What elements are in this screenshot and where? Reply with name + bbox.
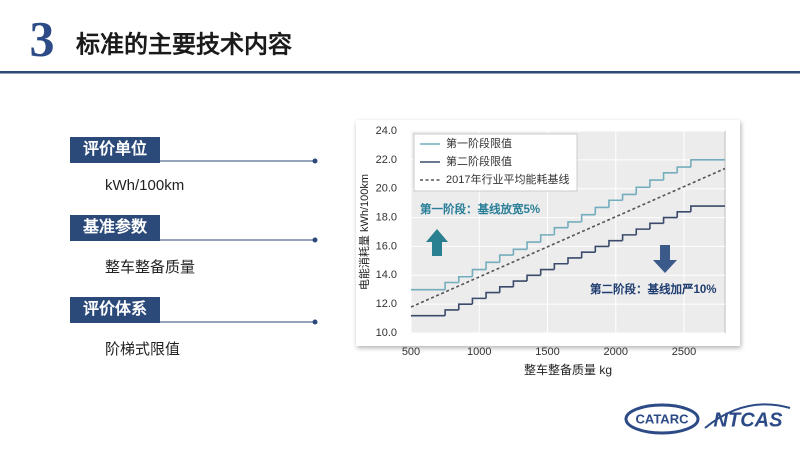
logo-ring [624, 403, 700, 435]
step-segment [676, 166, 691, 173]
step-segment [444, 309, 459, 316]
chart: 10.0 12.0 14.0 16.0 18.0 20.0 22.0 24.0 500 1000 1… [357, 125, 726, 377]
step-segment [553, 226, 568, 235]
annotation: 第一阶段：基线放宽5% [420, 202, 540, 216]
section-text: 阶梯式限值 [105, 341, 180, 358]
x-tick-label: 2500 [672, 346, 696, 358]
step-segment [471, 268, 487, 277]
step-segment [512, 248, 528, 256]
y-axis-label: 电能消耗量 kWh/100km [357, 174, 371, 290]
y-tick-label: 22.0 [376, 154, 397, 166]
section-dot [312, 158, 318, 164]
y-tick-label: 20.0 [376, 183, 397, 195]
step-segment [580, 213, 596, 222]
x-tick-label: 1000 [467, 346, 491, 358]
line [410, 167, 726, 308]
step-segment [526, 274, 541, 282]
step-segment [594, 245, 609, 253]
header-number: 3 [30, 10, 55, 66]
y-tick-label: 10.0 [376, 327, 397, 339]
step-segment [690, 205, 725, 212]
section-label-box [70, 215, 160, 241]
step-segment [608, 199, 623, 208]
logos: CATARC NTCAS [624, 403, 791, 435]
x-tick-label: 1500 [535, 346, 559, 358]
step-segment [498, 254, 514, 263]
section-dot [312, 237, 318, 243]
section-label: 评价单位 [83, 139, 147, 158]
header-title: 标准的主要技术内容 [76, 30, 292, 58]
x-axis-label: 整车整备质量 kg [524, 362, 612, 377]
step-segment [512, 280, 528, 287]
step-segment [567, 221, 582, 228]
arrow-down [653, 245, 677, 273]
step-segment [608, 239, 623, 247]
step-segment [649, 179, 664, 188]
x-tick-label: 500 [402, 346, 420, 358]
logo-swoosh [704, 403, 791, 429]
section-text: 整车整备质量 [105, 259, 195, 276]
step-segment [471, 297, 487, 305]
section-label: 基准参数 [82, 217, 148, 236]
step-segment [635, 228, 650, 235]
step-segment [444, 281, 459, 290]
step-segment [621, 193, 637, 201]
step-segment [553, 262, 568, 270]
step-segment [621, 234, 637, 241]
section-label: 评价体系 [83, 299, 147, 318]
step-segment [567, 257, 582, 264]
step-segment [526, 241, 541, 250]
section-dot [312, 319, 318, 325]
step-segment [676, 211, 691, 218]
step-segment [498, 286, 514, 293]
arrow-up [426, 229, 448, 256]
y-tick-label: 12.0 [376, 298, 397, 310]
step-segment [539, 268, 555, 276]
legend-label: 2017年行业平均能耗基线 [446, 172, 569, 186]
sections: 评价单位 kWh/100km 基准参数 整车整备质量 评价体系 阶梯式限值 [70, 137, 318, 358]
step-segment [662, 216, 678, 224]
step-segment [649, 222, 664, 230]
step-segment [580, 251, 596, 258]
x-tick-label: 2000 [604, 346, 628, 358]
section-label-box [70, 137, 160, 163]
step-segment [457, 303, 473, 310]
step-segment [662, 172, 678, 181]
y-tick-label: 16.0 [376, 240, 397, 252]
step-segment [485, 291, 500, 299]
logo: CATARC [636, 411, 690, 426]
step-segment [485, 261, 500, 270]
annotation: 第二阶段：基线加严10% [590, 282, 717, 296]
logo: NTCAS [714, 409, 784, 431]
step-segment [690, 159, 725, 168]
section-text: kWh/100km [105, 177, 184, 194]
step-segment [539, 234, 555, 243]
y-tick-label: 18.0 [376, 211, 397, 223]
y-tick-label: 14.0 [376, 269, 397, 281]
step-segment [594, 206, 609, 215]
y-tick-label: 24.0 [376, 125, 397, 137]
step-segment [457, 275, 473, 283]
step-segment [635, 186, 650, 195]
header-rule [0, 71, 800, 74]
legend-box [413, 133, 578, 192]
legend-label: 第一阶段限值 [446, 136, 512, 150]
legend-label: 第二阶段限值 [446, 154, 512, 168]
section-label-box [70, 297, 160, 323]
